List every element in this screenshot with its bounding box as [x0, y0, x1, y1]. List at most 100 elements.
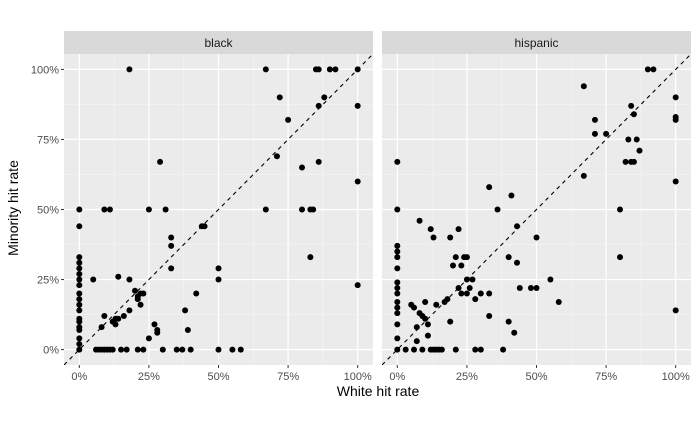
data-point — [527, 284, 534, 291]
data-point — [433, 301, 440, 308]
data-point — [262, 206, 269, 213]
data-point — [76, 206, 83, 213]
data-point — [394, 206, 401, 213]
facet-label: hispanic — [514, 36, 558, 50]
facet-strip — [64, 31, 373, 54]
data-point — [354, 282, 361, 289]
data-point — [76, 296, 83, 303]
data-point — [419, 346, 426, 353]
data-point — [547, 276, 554, 283]
data-point — [76, 324, 83, 331]
data-point — [447, 234, 454, 241]
reference-line — [64, 54, 373, 365]
data-point — [672, 307, 679, 314]
data-point — [424, 321, 431, 328]
facet-strip — [382, 31, 691, 54]
data-point — [472, 296, 479, 303]
data-point — [394, 265, 401, 272]
data-point — [514, 223, 521, 230]
data-point — [321, 94, 328, 101]
data-point — [154, 329, 161, 336]
x-tick-label: 75% — [595, 371, 617, 383]
data-point — [285, 116, 292, 123]
data-point — [162, 206, 169, 213]
data-point — [463, 290, 470, 297]
data-point — [394, 304, 401, 311]
data-point — [332, 66, 339, 73]
x-tick-label: 50% — [207, 371, 229, 383]
data-point — [76, 276, 83, 283]
data-point — [625, 136, 632, 143]
data-point — [500, 346, 507, 353]
y-tick-label: 50% — [37, 205, 59, 217]
data-point — [402, 346, 409, 353]
data-point — [494, 206, 501, 213]
facet-panel-hispanic: hispanic 0% 25% 50% 75% 100% — [382, 31, 691, 383]
data-point — [76, 315, 83, 322]
data-point — [273, 153, 280, 160]
data-point — [123, 346, 130, 353]
data-point — [394, 284, 401, 291]
data-point — [633, 136, 640, 143]
data-point — [76, 254, 83, 261]
data-point — [237, 346, 244, 353]
data-point — [182, 307, 189, 314]
data-point — [173, 346, 180, 353]
data-point — [650, 66, 657, 73]
data-point — [591, 130, 598, 137]
data-point — [463, 276, 470, 283]
data-point — [126, 276, 133, 283]
y-axis-title: Minority hit rate — [5, 160, 21, 256]
data-point — [458, 262, 465, 269]
x-tick-label: 25% — [138, 371, 160, 383]
data-point — [215, 276, 222, 283]
data-point — [120, 312, 127, 319]
data-point — [394, 290, 401, 297]
data-point — [76, 346, 83, 353]
data-point — [76, 265, 83, 272]
data-point — [430, 234, 437, 241]
data-point — [168, 265, 175, 272]
data-point — [215, 265, 222, 272]
data-point — [179, 346, 186, 353]
data-point — [617, 206, 624, 213]
data-point — [310, 206, 317, 213]
data-point — [413, 338, 420, 345]
facet-label: black — [204, 36, 233, 50]
data-point — [76, 335, 83, 342]
data-point — [508, 192, 515, 199]
data-point — [672, 178, 679, 185]
data-point — [672, 94, 679, 101]
x-tick-label: 0% — [389, 371, 405, 383]
data-point — [447, 318, 454, 325]
data-point — [416, 217, 423, 224]
data-point — [76, 259, 83, 266]
data-point — [315, 158, 322, 165]
data-point — [413, 324, 420, 331]
x-tick-label: 25% — [456, 371, 478, 383]
data-point — [134, 346, 141, 353]
data-point — [394, 346, 401, 353]
data-point — [115, 273, 122, 280]
data-point — [126, 307, 133, 314]
data-point — [394, 279, 401, 286]
data-point — [76, 223, 83, 230]
data-point — [159, 346, 166, 353]
data-point — [354, 102, 361, 109]
data-point — [157, 158, 164, 165]
x-tick-label: 100% — [662, 371, 690, 383]
data-point — [533, 284, 540, 291]
data-point — [580, 83, 587, 90]
data-point — [394, 310, 401, 317]
data-point — [315, 102, 322, 109]
data-point — [394, 158, 401, 165]
data-point — [511, 329, 518, 336]
x-tick-label: 50% — [525, 371, 547, 383]
data-point — [591, 116, 598, 123]
data-point — [394, 242, 401, 249]
data-point — [101, 312, 108, 319]
data-point — [505, 254, 512, 261]
data-point — [354, 66, 361, 73]
data-point — [201, 223, 208, 230]
data-point — [76, 340, 83, 347]
